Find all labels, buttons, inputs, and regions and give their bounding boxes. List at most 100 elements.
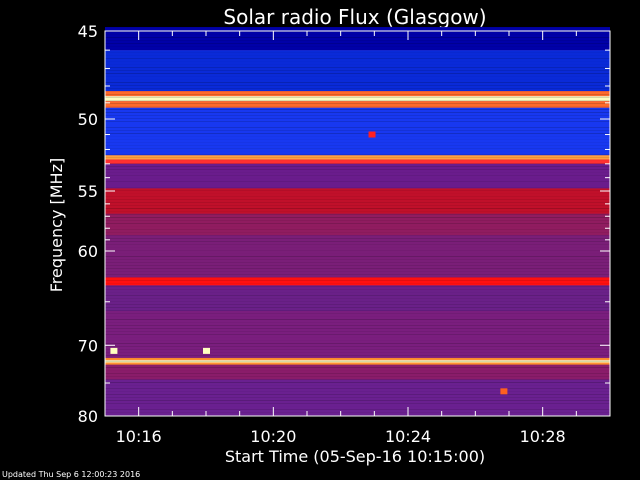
band-15	[105, 357, 610, 361]
noise-stripe	[105, 100, 610, 101]
noise-stripe	[105, 256, 610, 257]
y-tick-label-1: 50	[78, 110, 98, 129]
noise-stripe	[105, 130, 610, 131]
noise-stripe	[105, 136, 610, 137]
noise-stripe	[105, 211, 610, 212]
noise-stripe	[105, 235, 610, 236]
noise-stripe	[105, 388, 610, 389]
y-tick-label-5: 80	[78, 407, 98, 426]
noise-stripe	[105, 175, 610, 176]
x-tick-label-0: 10:16	[116, 427, 162, 446]
noise-stripe	[105, 385, 610, 386]
noise-stripe	[105, 151, 610, 152]
noise-stripe	[105, 295, 610, 296]
noise-stripe	[105, 352, 610, 353]
noise-stripe	[105, 361, 610, 362]
noise-stripe	[105, 337, 610, 338]
noise-stripe	[105, 304, 610, 305]
band-13	[105, 285, 610, 311]
band-10	[105, 213, 610, 236]
burst-2	[368, 131, 376, 138]
noise-stripe	[105, 346, 610, 347]
noise-stripe	[105, 187, 610, 188]
noise-stripe	[105, 370, 610, 371]
noise-stripe	[105, 103, 610, 104]
burst-3	[500, 388, 508, 395]
noise-stripe	[105, 172, 610, 173]
noise-stripe	[105, 220, 610, 221]
noise-stripe	[105, 79, 610, 80]
noise-stripe	[105, 292, 610, 293]
noise-stripe	[105, 148, 610, 149]
noise-stripe	[105, 91, 610, 92]
x-axis-label: Start Time (05-Sep-16 10:15:00)	[225, 447, 485, 466]
noise-stripe	[105, 169, 610, 170]
noise-stripe	[105, 271, 610, 272]
noise-stripe	[105, 301, 610, 302]
chart-title: Solar radio Flux (Glasgow)	[223, 5, 486, 29]
noise-stripe	[105, 343, 610, 344]
noise-stripe	[105, 298, 610, 299]
y-tick-label-0: 45	[78, 22, 98, 41]
noise-stripe	[105, 118, 610, 119]
noise-stripe	[105, 46, 610, 47]
noise-stripe	[105, 340, 610, 341]
noise-stripe	[105, 202, 610, 203]
noise-stripe	[105, 40, 610, 41]
x-tick-label-3: 10:28	[520, 427, 566, 446]
band-4	[105, 101, 610, 108]
noise-stripe	[105, 49, 610, 50]
noise-stripe	[105, 241, 610, 242]
noise-stripe	[105, 262, 610, 263]
noise-stripe	[105, 109, 610, 110]
band-18	[105, 364, 610, 380]
band-16	[105, 360, 610, 363]
band-5	[105, 107, 610, 156]
x-tick-label-1: 10:20	[250, 427, 296, 446]
noise-stripe	[105, 379, 610, 380]
noise-stripe	[105, 127, 610, 128]
noise-stripe	[105, 310, 610, 311]
burst-1	[203, 347, 210, 354]
burst-0	[110, 347, 118, 354]
noise-stripe	[105, 112, 610, 113]
noise-stripe	[105, 325, 610, 326]
noise-stripe	[105, 238, 610, 239]
band-3	[105, 96, 610, 102]
noise-stripe	[105, 367, 610, 368]
noise-stripe	[105, 70, 610, 71]
noise-stripe	[105, 331, 610, 332]
y-tick-label-3: 60	[78, 242, 98, 261]
y-axis: 45 50 55 60 70 80	[78, 22, 610, 426]
band-14	[105, 311, 610, 358]
noise-stripe	[105, 355, 610, 356]
noise-stripe	[105, 403, 610, 404]
noise-stripe	[105, 154, 610, 155]
noise-stripe	[105, 307, 610, 308]
noise-stripe	[105, 181, 610, 182]
noise-stripe	[105, 328, 610, 329]
noise-stripe	[105, 43, 610, 44]
noise-stripe	[105, 244, 610, 245]
noise-stripe	[105, 85, 610, 86]
noise-stripe	[105, 259, 610, 260]
x-tick-label-2: 10:24	[385, 427, 431, 446]
noise-stripe	[105, 232, 610, 233]
x-axis: 10:16 10:20 10:24 10:28	[104, 31, 611, 446]
noise-stripe	[105, 166, 610, 167]
plot-area	[104, 27, 611, 417]
noise-stripe	[105, 121, 610, 122]
noise-stripe	[105, 286, 610, 287]
band-1	[105, 50, 610, 92]
noise-stripe	[105, 382, 610, 383]
band-7	[105, 159, 610, 164]
band-11	[105, 235, 610, 278]
noise-stripe	[105, 58, 610, 59]
noise-stripe	[105, 265, 610, 266]
noise-stripe	[105, 226, 610, 227]
noise-stripe	[105, 400, 610, 401]
noise-stripe	[105, 349, 610, 350]
noise-stripe	[105, 88, 610, 89]
noise-stripe	[105, 217, 610, 218]
plot-frame	[104, 30, 611, 417]
